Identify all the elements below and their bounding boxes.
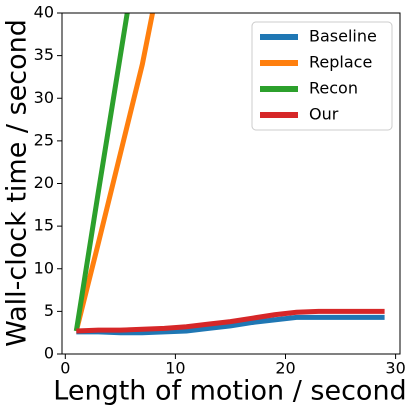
- legend-label: Our: [309, 105, 339, 124]
- y-tick-label: 5: [44, 301, 54, 320]
- x-tick-label: 10: [165, 359, 185, 378]
- line-series: [76, 314, 385, 336]
- x-axis-label: Length of motion / second: [53, 376, 406, 407]
- x-tick-label: 30: [385, 359, 405, 378]
- y-axis-label: Wall-clock time / second: [2, 19, 33, 347]
- y-tick-label: 0: [44, 344, 54, 363]
- y-tick-label: 40: [34, 3, 54, 22]
- x-tick-label: 0: [60, 359, 70, 378]
- y-tick-label: 10: [34, 258, 54, 277]
- y-tick-label: 20: [34, 173, 54, 192]
- legend-label: Recon: [309, 79, 358, 98]
- legend-box: [251, 21, 393, 131]
- legend-label: Replace: [309, 53, 372, 72]
- legend-label: Baseline: [309, 27, 377, 46]
- y-tick-label: 25: [34, 130, 54, 149]
- y-tick-label: 30: [34, 88, 54, 107]
- y-tick-label: 15: [34, 216, 54, 235]
- line-series: [76, 308, 385, 334]
- line-series: [73, 13, 130, 332]
- line-series: [73, 13, 156, 332]
- y-tick-label: 35: [34, 45, 54, 64]
- x-tick-label: 20: [275, 359, 295, 378]
